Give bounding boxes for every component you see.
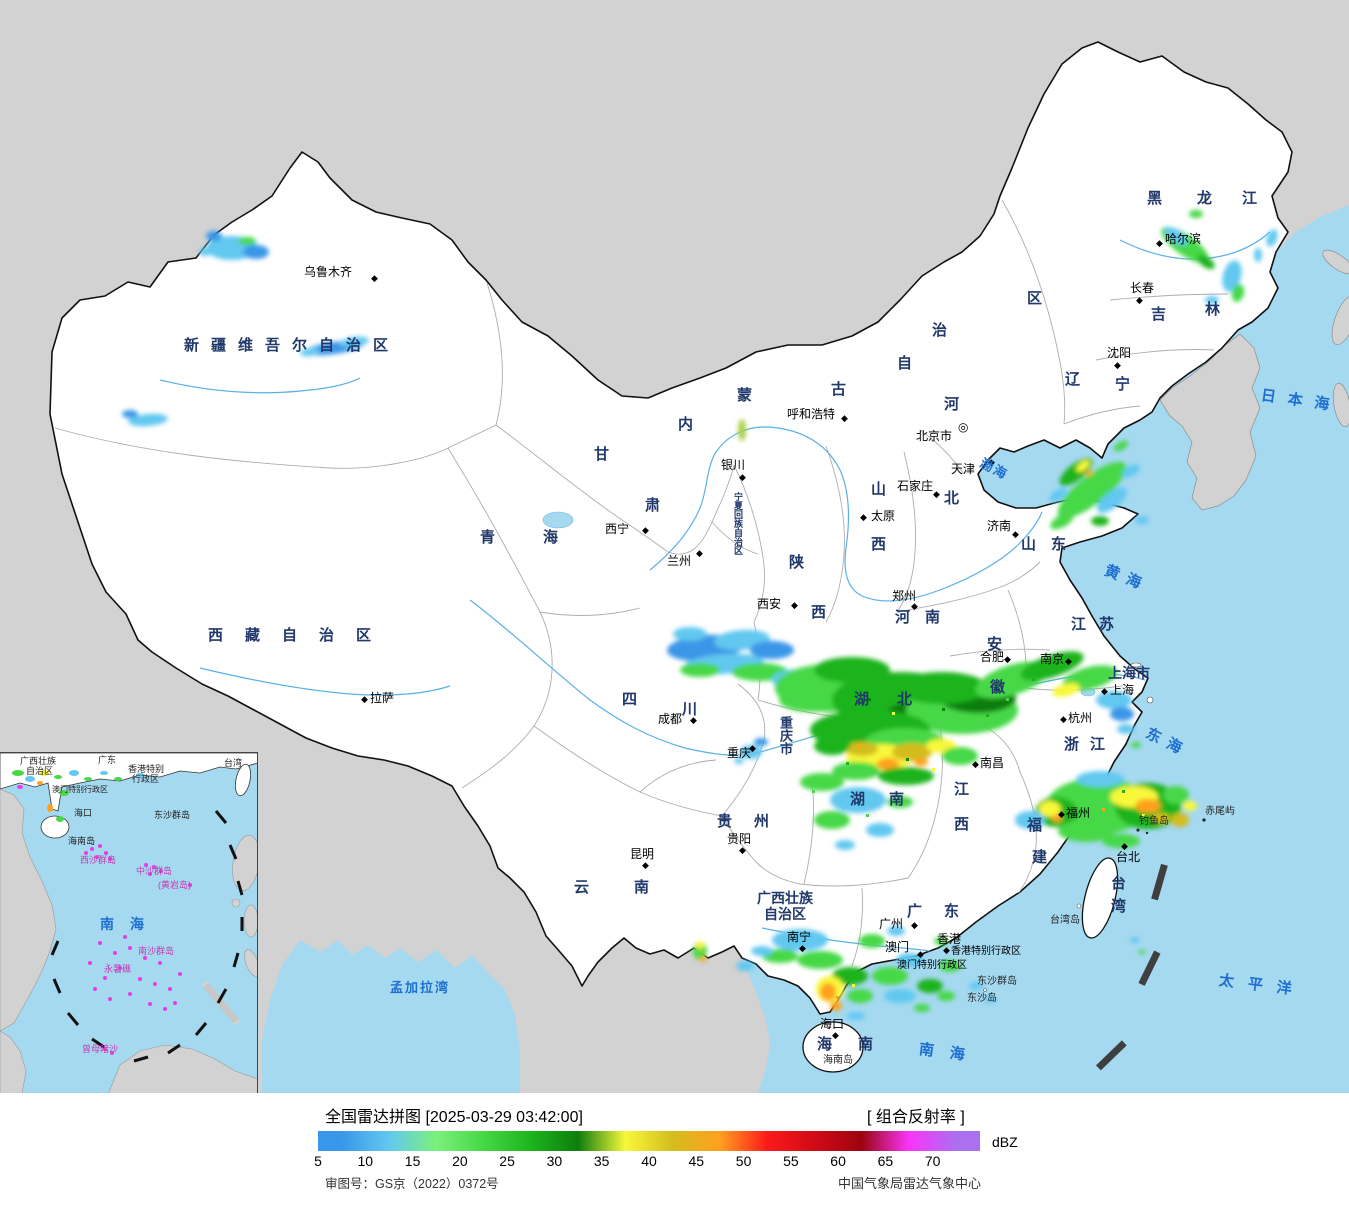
chiwei-islet-dot	[1202, 818, 1206, 822]
inset-vietnam	[0, 788, 57, 1032]
dbz-tick: 40	[641, 1153, 657, 1169]
dbz-tick: 55	[783, 1153, 799, 1169]
issuing-center: 中国气象局雷达气象中心	[838, 1176, 982, 1191]
japan-island	[1322, 249, 1349, 275]
legend-panel: 全国雷达拼图 [2025-03-29 03:42:00] [ 组合反射率 ] d…	[0, 1093, 1349, 1208]
dbz-tick: 15	[404, 1153, 421, 1169]
inset-malay	[0, 1030, 27, 1093]
korea-peninsula	[1159, 333, 1261, 511]
china-boundary	[49, 41, 1293, 1015]
dbz-tick: 20	[452, 1153, 468, 1169]
diaoyu-islet-dot	[1136, 828, 1140, 832]
south-china-sea-inset: 广西壮族 自治区 广东 香港特别 行政区 澳门特别行政区 台湾 东沙群岛 海口 海南岛 西沙群岛 中沙…	[0, 752, 258, 1093]
hainan-island	[802, 1021, 864, 1073]
radar-echo-specks	[812, 678, 1145, 999]
radar-echo-layer	[122, 210, 1278, 1020]
dbz-unit-label: dBZ	[992, 1134, 1018, 1150]
japan-island	[1332, 382, 1349, 428]
inset-china-coast	[0, 753, 257, 812]
dbz-tick: 65	[877, 1153, 894, 1169]
legend-title: 全国雷达拼图 [2025-03-29 03:42:00]	[325, 1109, 583, 1126]
inset-radar-echoes	[12, 770, 144, 822]
inset-nine-dash-line	[50, 810, 244, 1063]
dbz-tick: 25	[499, 1153, 515, 1169]
dbz-tick: 30	[546, 1153, 563, 1169]
dbz-tick: 70	[924, 1153, 941, 1169]
china-radar-map: 新疆维吾尔自治区 西藏自治区 青海甘肃内蒙古自治区黑龙江吉林辽宁河北山西陕西山东河南…	[0, 0, 1349, 1093]
dbz-tick: 10	[357, 1153, 374, 1169]
dbz-tick: 45	[688, 1153, 705, 1169]
inset-hainan	[40, 815, 70, 839]
map-approval-number: 审图号：GS京（2022）0372号	[325, 1177, 499, 1191]
dbz-tick: 60	[830, 1153, 846, 1169]
china-map-svg	[0, 0, 1349, 1093]
inset-island-dots	[84, 844, 192, 1055]
taiwan-island	[1081, 857, 1119, 939]
japan-island	[1331, 294, 1349, 346]
inset-taiwan	[234, 763, 252, 797]
islands-layer	[802, 662, 1206, 1073]
rivers	[159, 231, 1271, 953]
legend-product-name: [ 组合反射率 ]	[867, 1109, 965, 1126]
foreign-land-layer	[1159, 249, 1349, 511]
dbz-tick: 35	[593, 1153, 610, 1169]
dbz-tick: 50	[735, 1153, 752, 1169]
inset-palawan	[202, 981, 240, 1025]
dbz-tick-labels: 5 10 15 20 25 30 35 40 45 50 55 60 65 70	[314, 1153, 980, 1171]
dbz-colorbar	[318, 1131, 980, 1151]
dbz-tick: 5	[314, 1153, 322, 1169]
nine-dash-line	[1095, 863, 1168, 1071]
